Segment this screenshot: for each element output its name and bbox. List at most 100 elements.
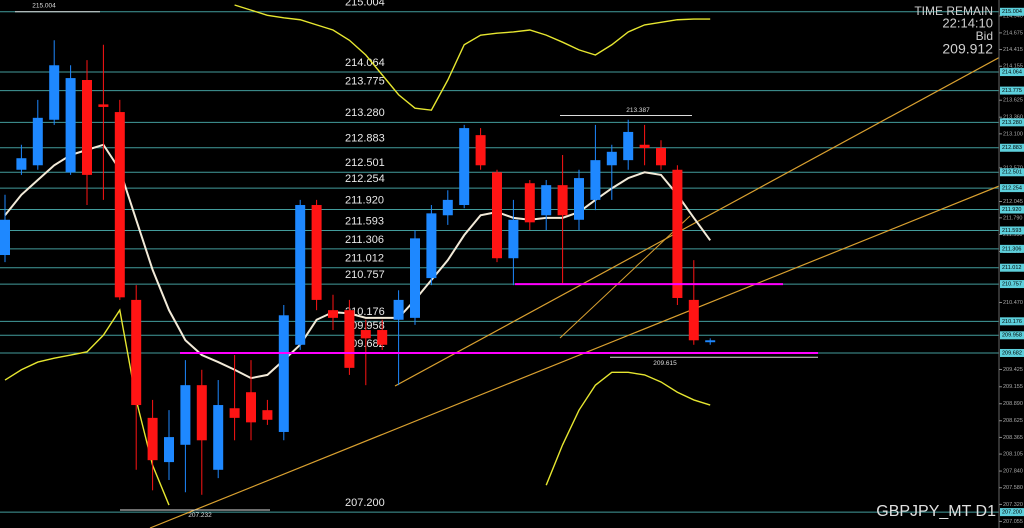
level-label: 211.306 — [345, 234, 384, 246]
level-label: 214.064 — [345, 57, 385, 69]
indicator-line — [4, 308, 170, 506]
level-label: 207.200 — [345, 497, 385, 509]
level-label: 213.775 — [345, 75, 385, 87]
level-price-label: 212.254 — [1002, 186, 1022, 192]
candle-body — [262, 410, 273, 420]
candle-body — [393, 299, 404, 320]
candle-body — [82, 80, 92, 175]
level-price-label: 211.920 — [1002, 207, 1021, 213]
level-price-label: 209.958 — [1002, 333, 1022, 339]
level-price-label: 214.064 — [1002, 70, 1022, 76]
level-label: 213.280 — [345, 107, 385, 119]
y-tick-label: 207.055 — [1003, 519, 1023, 525]
y-tick-label: 214.415 — [1003, 47, 1023, 53]
candle-body — [278, 315, 289, 432]
y-tick-label: 208.890 — [1003, 401, 1023, 407]
y-tick-label: 211.790 — [1003, 215, 1022, 221]
candle-body — [295, 205, 306, 345]
candle-body — [16, 158, 27, 170]
level-price-label: 209.682 — [1002, 350, 1022, 356]
price-marker-label: 209.615 — [653, 360, 677, 367]
symbol: GBPJPY_MT D1 — [876, 503, 996, 520]
candle-body — [213, 405, 224, 470]
level-price-label: 210.176 — [1002, 319, 1022, 325]
candle-body — [0, 219, 10, 256]
level-label: 209.958 — [345, 320, 385, 332]
candle-body — [656, 147, 666, 166]
trend-line — [559, 215, 691, 339]
level-price-box — [1000, 226, 1024, 235]
y-tick-label: 213.625 — [1003, 98, 1023, 104]
level-price-box — [1000, 205, 1024, 214]
candle-body — [377, 330, 388, 345]
candle-body — [688, 299, 699, 341]
level-price-box — [1000, 317, 1024, 326]
candle-body — [574, 178, 584, 220]
candle-body — [180, 385, 191, 445]
candle-body — [49, 65, 60, 120]
levels: 215.004 214.064 213.775 213.280 212.883 212.5… — [0, 0, 999, 513]
level-label: 209.682 — [345, 338, 385, 350]
level-price-box — [1000, 7, 1024, 16]
time-remain-label: TIME REMAIN — [914, 4, 993, 18]
level-price-label: 207.200 — [1002, 510, 1022, 516]
time-remain: 22:14:10 — [942, 15, 993, 30]
candle-body — [475, 135, 486, 166]
y-tick-label: 212.045 — [1003, 199, 1023, 205]
candle-body — [590, 160, 601, 200]
candle-body — [246, 392, 256, 423]
candle-body — [524, 183, 535, 223]
bid-label: Bid — [976, 29, 993, 43]
candle-body — [705, 340, 716, 343]
level-label: 211.012 — [345, 253, 384, 265]
level-price-label: 211.306 — [1002, 246, 1021, 252]
y-tick-label: 211.530 — [1003, 232, 1022, 238]
level-price-box — [1000, 184, 1024, 193]
price-marker-label: 215.004 — [32, 3, 56, 10]
level-label: 212.254 — [345, 173, 385, 185]
candle-body — [164, 437, 174, 463]
bid-price: 209.912 — [942, 41, 993, 57]
y-tick-label: 209.425 — [1003, 367, 1023, 373]
level-price-label: 213.775 — [1002, 88, 1022, 94]
level-price-label: 212.501 — [1002, 170, 1022, 176]
candle-body — [541, 185, 552, 216]
y-tick-label: 214.675 — [1003, 30, 1023, 36]
trend-line — [394, 43, 1024, 387]
level-label: 210.757 — [345, 269, 385, 281]
level-price-box — [1000, 280, 1024, 289]
candle-body — [32, 117, 43, 166]
level-price-box — [1000, 244, 1024, 253]
level-price-label: 211.593 — [1002, 228, 1021, 234]
candle-body — [131, 299, 142, 406]
y-tick-label: 207.840 — [1003, 469, 1023, 475]
level-label: 212.501 — [345, 157, 385, 169]
level-price-label: 212.883 — [1002, 145, 1022, 151]
level-price-label: 211.012 — [1002, 265, 1021, 271]
candle-body — [426, 213, 437, 279]
y-tick-label: 213.360 — [1003, 115, 1023, 121]
y-tick-label: 214.940 — [1003, 13, 1023, 19]
level-label: 215.004 — [345, 0, 385, 9]
candle-body — [360, 330, 371, 339]
y-tick-label: 208.365 — [1003, 435, 1023, 441]
candle-body — [623, 131, 634, 161]
level-price-box — [1000, 68, 1024, 77]
candle-body — [229, 408, 240, 418]
level-price-box — [1000, 86, 1024, 95]
candle-body — [639, 144, 650, 148]
candle-body — [492, 172, 502, 259]
y-tick-label: 207.320 — [1003, 502, 1023, 508]
candle-body — [98, 104, 109, 107]
candle-body — [114, 112, 125, 298]
indicator-line — [234, 4, 711, 111]
candle-body — [672, 169, 683, 298]
y-tick-label: 210.470 — [1003, 300, 1023, 306]
level-price-box — [1000, 263, 1024, 272]
price-marker-label: 213.387 — [626, 107, 650, 114]
level-price-label: 213.280 — [1002, 120, 1022, 126]
level-price-box — [1000, 348, 1024, 357]
y-tick-label: 213.100 — [1003, 131, 1023, 137]
level-price-box — [1000, 118, 1024, 127]
